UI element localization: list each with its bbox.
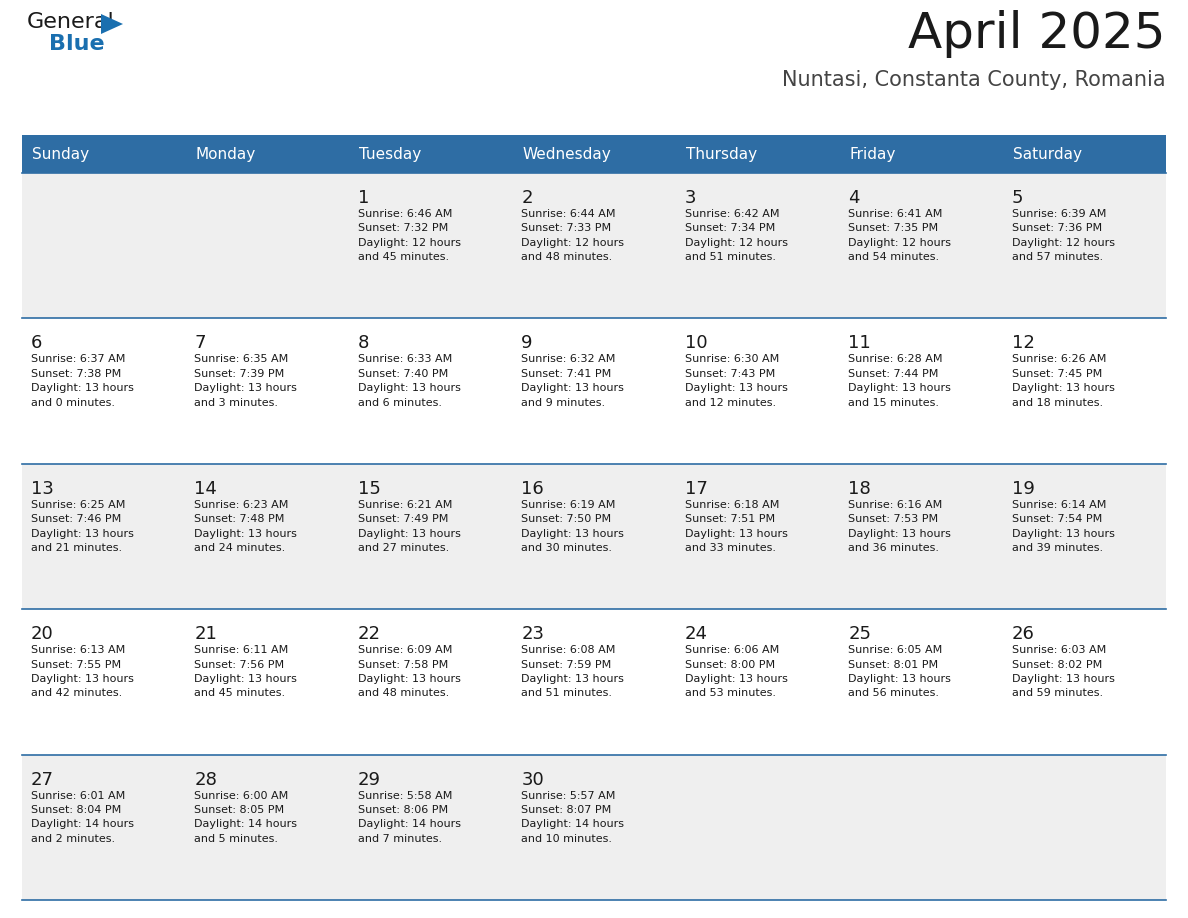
Text: Wednesday: Wednesday bbox=[523, 147, 611, 162]
Text: 25: 25 bbox=[848, 625, 871, 644]
Text: Sunrise: 6:14 AM
Sunset: 7:54 PM
Daylight: 13 hours
and 39 minutes.: Sunrise: 6:14 AM Sunset: 7:54 PM Dayligh… bbox=[1011, 499, 1114, 553]
Text: Sunday: Sunday bbox=[32, 147, 89, 162]
Text: 12: 12 bbox=[1011, 334, 1035, 353]
Text: Blue: Blue bbox=[49, 34, 105, 54]
Bar bbox=[23, 319, 1165, 464]
Text: 7: 7 bbox=[195, 334, 206, 353]
Text: Sunrise: 6:39 AM
Sunset: 7:36 PM
Daylight: 12 hours
and 57 minutes.: Sunrise: 6:39 AM Sunset: 7:36 PM Dayligh… bbox=[1011, 209, 1114, 263]
Text: 2: 2 bbox=[522, 189, 532, 207]
Text: 5: 5 bbox=[1011, 189, 1023, 207]
Text: Sunrise: 6:08 AM
Sunset: 7:59 PM
Daylight: 13 hours
and 51 minutes.: Sunrise: 6:08 AM Sunset: 7:59 PM Dayligh… bbox=[522, 645, 624, 699]
Text: 28: 28 bbox=[195, 770, 217, 789]
Polygon shape bbox=[101, 14, 124, 34]
Text: Sunrise: 6:44 AM
Sunset: 7:33 PM
Daylight: 12 hours
and 48 minutes.: Sunrise: 6:44 AM Sunset: 7:33 PM Dayligh… bbox=[522, 209, 624, 263]
Text: Sunrise: 6:26 AM
Sunset: 7:45 PM
Daylight: 13 hours
and 18 minutes.: Sunrise: 6:26 AM Sunset: 7:45 PM Dayligh… bbox=[1011, 354, 1114, 408]
Text: General: General bbox=[27, 12, 115, 32]
Text: Friday: Friday bbox=[849, 147, 896, 162]
Text: Sunrise: 6:33 AM
Sunset: 7:40 PM
Daylight: 13 hours
and 6 minutes.: Sunrise: 6:33 AM Sunset: 7:40 PM Dayligh… bbox=[358, 354, 461, 408]
Text: 27: 27 bbox=[31, 770, 53, 789]
Text: Monday: Monday bbox=[196, 147, 255, 162]
Bar bbox=[185, 135, 349, 173]
Bar bbox=[839, 135, 1003, 173]
Text: Thursday: Thursday bbox=[685, 147, 757, 162]
Text: 30: 30 bbox=[522, 770, 544, 789]
Text: 16: 16 bbox=[522, 480, 544, 498]
Text: Sunrise: 6:01 AM
Sunset: 8:04 PM
Daylight: 14 hours
and 2 minutes.: Sunrise: 6:01 AM Sunset: 8:04 PM Dayligh… bbox=[31, 790, 134, 844]
Bar bbox=[676, 135, 839, 173]
Text: Sunrise: 6:03 AM
Sunset: 8:02 PM
Daylight: 13 hours
and 59 minutes.: Sunrise: 6:03 AM Sunset: 8:02 PM Dayligh… bbox=[1011, 645, 1114, 699]
Text: Sunrise: 6:42 AM
Sunset: 7:34 PM
Daylight: 12 hours
and 51 minutes.: Sunrise: 6:42 AM Sunset: 7:34 PM Dayligh… bbox=[684, 209, 788, 263]
Text: 6: 6 bbox=[31, 334, 43, 353]
Text: Sunrise: 6:30 AM
Sunset: 7:43 PM
Daylight: 13 hours
and 12 minutes.: Sunrise: 6:30 AM Sunset: 7:43 PM Dayligh… bbox=[684, 354, 788, 408]
Text: Sunrise: 6:23 AM
Sunset: 7:48 PM
Daylight: 13 hours
and 24 minutes.: Sunrise: 6:23 AM Sunset: 7:48 PM Dayligh… bbox=[195, 499, 297, 553]
Bar bbox=[23, 610, 1165, 755]
Text: 11: 11 bbox=[848, 334, 871, 353]
Text: 18: 18 bbox=[848, 480, 871, 498]
Bar bbox=[512, 135, 676, 173]
Text: Sunrise: 6:06 AM
Sunset: 8:00 PM
Daylight: 13 hours
and 53 minutes.: Sunrise: 6:06 AM Sunset: 8:00 PM Dayligh… bbox=[684, 645, 788, 699]
Text: 3: 3 bbox=[684, 189, 696, 207]
Text: 22: 22 bbox=[358, 625, 381, 644]
Text: 26: 26 bbox=[1011, 625, 1035, 644]
Bar bbox=[23, 135, 185, 173]
Text: 29: 29 bbox=[358, 770, 381, 789]
Text: Sunrise: 6:13 AM
Sunset: 7:55 PM
Daylight: 13 hours
and 42 minutes.: Sunrise: 6:13 AM Sunset: 7:55 PM Dayligh… bbox=[31, 645, 134, 699]
Text: 20: 20 bbox=[31, 625, 53, 644]
Text: Sunrise: 6:21 AM
Sunset: 7:49 PM
Daylight: 13 hours
and 27 minutes.: Sunrise: 6:21 AM Sunset: 7:49 PM Dayligh… bbox=[358, 499, 461, 553]
Text: Sunrise: 6:11 AM
Sunset: 7:56 PM
Daylight: 13 hours
and 45 minutes.: Sunrise: 6:11 AM Sunset: 7:56 PM Dayligh… bbox=[195, 645, 297, 699]
Text: Sunrise: 6:32 AM
Sunset: 7:41 PM
Daylight: 13 hours
and 9 minutes.: Sunrise: 6:32 AM Sunset: 7:41 PM Dayligh… bbox=[522, 354, 624, 408]
Text: Sunrise: 6:28 AM
Sunset: 7:44 PM
Daylight: 13 hours
and 15 minutes.: Sunrise: 6:28 AM Sunset: 7:44 PM Dayligh… bbox=[848, 354, 952, 408]
Text: Sunrise: 6:35 AM
Sunset: 7:39 PM
Daylight: 13 hours
and 3 minutes.: Sunrise: 6:35 AM Sunset: 7:39 PM Dayligh… bbox=[195, 354, 297, 408]
Text: 9: 9 bbox=[522, 334, 532, 353]
Text: 13: 13 bbox=[31, 480, 53, 498]
Text: Sunrise: 6:05 AM
Sunset: 8:01 PM
Daylight: 13 hours
and 56 minutes.: Sunrise: 6:05 AM Sunset: 8:01 PM Dayligh… bbox=[848, 645, 952, 699]
Text: Tuesday: Tuesday bbox=[359, 147, 421, 162]
Bar bbox=[349, 135, 512, 173]
Text: 15: 15 bbox=[358, 480, 380, 498]
Text: Sunrise: 6:19 AM
Sunset: 7:50 PM
Daylight: 13 hours
and 30 minutes.: Sunrise: 6:19 AM Sunset: 7:50 PM Dayligh… bbox=[522, 499, 624, 553]
Text: April 2025: April 2025 bbox=[909, 10, 1165, 58]
Text: 21: 21 bbox=[195, 625, 217, 644]
Text: Sunrise: 6:18 AM
Sunset: 7:51 PM
Daylight: 13 hours
and 33 minutes.: Sunrise: 6:18 AM Sunset: 7:51 PM Dayligh… bbox=[684, 499, 788, 553]
Text: 1: 1 bbox=[358, 189, 369, 207]
Bar bbox=[23, 464, 1165, 610]
Text: Sunrise: 6:37 AM
Sunset: 7:38 PM
Daylight: 13 hours
and 0 minutes.: Sunrise: 6:37 AM Sunset: 7:38 PM Dayligh… bbox=[31, 354, 134, 408]
Text: 14: 14 bbox=[195, 480, 217, 498]
Text: Sunrise: 6:09 AM
Sunset: 7:58 PM
Daylight: 13 hours
and 48 minutes.: Sunrise: 6:09 AM Sunset: 7:58 PM Dayligh… bbox=[358, 645, 461, 699]
Bar bbox=[1003, 135, 1165, 173]
Text: Sunrise: 5:57 AM
Sunset: 8:07 PM
Daylight: 14 hours
and 10 minutes.: Sunrise: 5:57 AM Sunset: 8:07 PM Dayligh… bbox=[522, 790, 624, 844]
Text: Saturday: Saturday bbox=[1012, 147, 1081, 162]
Text: Sunrise: 6:16 AM
Sunset: 7:53 PM
Daylight: 13 hours
and 36 minutes.: Sunrise: 6:16 AM Sunset: 7:53 PM Dayligh… bbox=[848, 499, 952, 553]
Text: 19: 19 bbox=[1011, 480, 1035, 498]
Text: 10: 10 bbox=[684, 334, 707, 353]
Text: 8: 8 bbox=[358, 334, 369, 353]
Text: Sunrise: 5:58 AM
Sunset: 8:06 PM
Daylight: 14 hours
and 7 minutes.: Sunrise: 5:58 AM Sunset: 8:06 PM Dayligh… bbox=[358, 790, 461, 844]
Text: Nuntasi, Constanta County, Romania: Nuntasi, Constanta County, Romania bbox=[783, 70, 1165, 90]
Text: 24: 24 bbox=[684, 625, 708, 644]
Text: Sunrise: 6:46 AM
Sunset: 7:32 PM
Daylight: 12 hours
and 45 minutes.: Sunrise: 6:46 AM Sunset: 7:32 PM Dayligh… bbox=[358, 209, 461, 263]
Text: 4: 4 bbox=[848, 189, 860, 207]
Text: 23: 23 bbox=[522, 625, 544, 644]
Text: Sunrise: 6:00 AM
Sunset: 8:05 PM
Daylight: 14 hours
and 5 minutes.: Sunrise: 6:00 AM Sunset: 8:05 PM Dayligh… bbox=[195, 790, 297, 844]
Text: 17: 17 bbox=[684, 480, 708, 498]
Bar bbox=[23, 755, 1165, 900]
Text: Sunrise: 6:25 AM
Sunset: 7:46 PM
Daylight: 13 hours
and 21 minutes.: Sunrise: 6:25 AM Sunset: 7:46 PM Dayligh… bbox=[31, 499, 134, 553]
Text: Sunrise: 6:41 AM
Sunset: 7:35 PM
Daylight: 12 hours
and 54 minutes.: Sunrise: 6:41 AM Sunset: 7:35 PM Dayligh… bbox=[848, 209, 952, 263]
Bar bbox=[23, 173, 1165, 319]
